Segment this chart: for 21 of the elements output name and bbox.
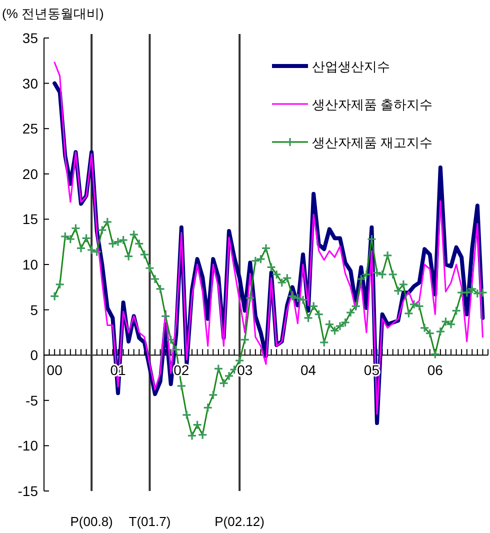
y-tick-label: 35 [22,30,38,46]
ref-line-label: P(00.8) [70,514,113,529]
ref-line-label: T(01.7) [128,514,171,529]
y-tick-label: 25 [22,120,38,137]
y-tick-label: 15 [22,211,38,228]
legend-label: 생산자제품 출하지수 [312,97,433,112]
y-tick-label: -15 [18,483,38,499]
legend-label: 산업생산지수 [312,59,390,74]
y-tick-label: 30 [22,75,38,92]
x-tick-label: 06 [427,362,444,378]
y-tick-label: 10 [22,256,38,272]
y-tick-label: -5 [26,392,38,408]
y-tick-label: 5 [30,302,38,318]
ref-line-label: P(02.12) [214,514,265,529]
y-tick-label: -10 [18,438,38,454]
y-tick-label: 0 [30,347,38,364]
x-tick-label: 00 [46,362,63,378]
y-tick-label: 20 [22,166,38,182]
legend-label: 생산자제품 재고지수 [312,135,433,150]
y-axis-title: (% 전년동월대비) [2,6,104,21]
x-tick-label: 04 [300,362,316,378]
